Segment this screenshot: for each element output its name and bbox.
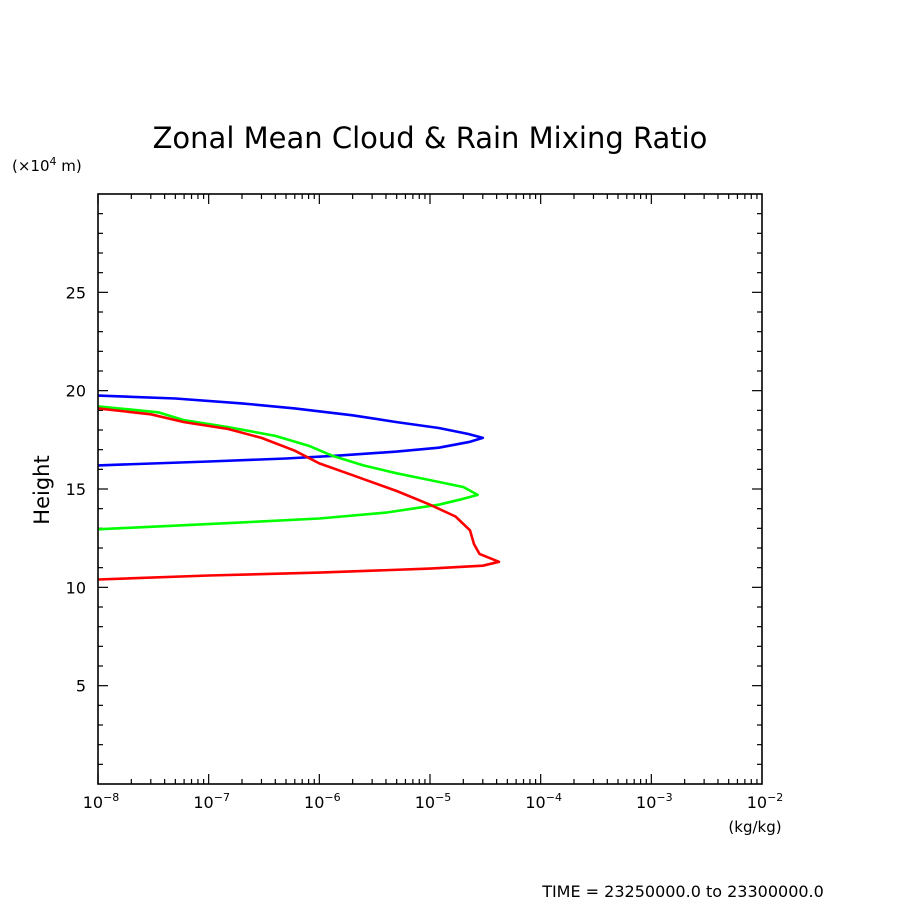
x-tick-label: 10−2: [747, 791, 784, 812]
y-unit-tail: m): [57, 157, 82, 175]
y-unit-base: (×10: [12, 157, 50, 175]
y-tick-label: 5: [76, 677, 86, 696]
plot-frame: [97, 193, 763, 785]
series-line-2: [97, 405, 479, 531]
x-tick-label: 10−8: [83, 791, 120, 812]
x-tick-label: 10−6: [304, 791, 341, 812]
y-tick-label: 20: [66, 382, 86, 401]
x-tick-label: 10−5: [415, 791, 452, 812]
x-tick-label: 10−7: [193, 791, 230, 812]
x-tick-label: 10−4: [525, 791, 562, 812]
x-unit-label: (kg/kg): [728, 818, 781, 836]
series-line-3: [97, 407, 501, 581]
x-tick-label: 10−3: [636, 791, 673, 812]
y-tick-label: 10: [66, 578, 86, 597]
time-footer: TIME = 23250000.0 to 23300000.0: [541, 882, 824, 901]
y-tick-label: 15: [66, 480, 86, 499]
chart-title: Zonal Mean Cloud & Rain Mixing Ratio: [153, 121, 708, 155]
series-line-1: [97, 394, 485, 467]
y-axis-label: Height: [30, 455, 54, 524]
y-unit-exponent: 4: [50, 155, 57, 168]
tick-labels: 5 10 15 20 25 10−8 10−7 10−6 10−5 10−4 10−3 10−2: [66, 283, 784, 812]
y-tick-label: 25: [66, 283, 86, 302]
y-unit-label: (×104 m): [12, 155, 82, 175]
series-layer: [97, 394, 501, 581]
axis-ticks: [97, 194, 762, 784]
